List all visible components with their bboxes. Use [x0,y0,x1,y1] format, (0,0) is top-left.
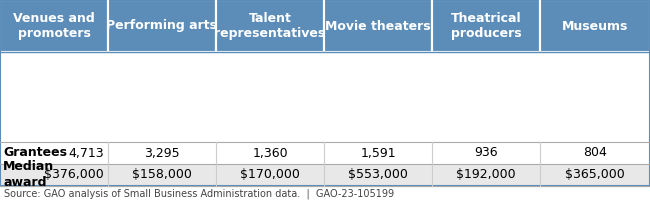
Text: Grantees: Grantees [3,146,67,160]
Bar [540,0,650,52]
Text: Museums: Museums [562,20,628,33]
Bar [0,142,650,164]
Text: $158,000: $158,000 [132,168,192,182]
Bar [432,0,540,52]
Text: Venues and
promoters: Venues and promoters [13,12,95,40]
Text: Median
award: Median award [3,161,54,189]
Text: Talent
representatives: Talent representatives [214,12,326,40]
Text: $365,000: $365,000 [565,168,625,182]
Text: 936: 936 [474,146,498,160]
Text: Source: GAO analysis of Small Business Administration data.  |  GAO-23-105199: Source: GAO analysis of Small Business A… [4,189,394,199]
Bar [216,0,324,52]
Text: $553,000: $553,000 [348,168,408,182]
Bar [0,52,650,142]
Text: 3,295: 3,295 [144,146,180,160]
Text: 4,713: 4,713 [68,146,104,160]
Text: 1,360: 1,360 [252,146,288,160]
Text: 1,591: 1,591 [360,146,396,160]
Bar [108,0,216,52]
Text: Movie theaters: Movie theaters [325,20,431,33]
Text: 804: 804 [583,146,607,160]
Text: $376,000: $376,000 [44,168,104,182]
Bar [0,164,650,186]
Text: Theatrical
producers: Theatrical producers [450,12,521,40]
Text: $192,000: $192,000 [456,168,516,182]
Text: $170,000: $170,000 [240,168,300,182]
Bar [324,0,432,52]
Text: Performing arts: Performing arts [107,20,218,33]
Bar [0,0,108,52]
